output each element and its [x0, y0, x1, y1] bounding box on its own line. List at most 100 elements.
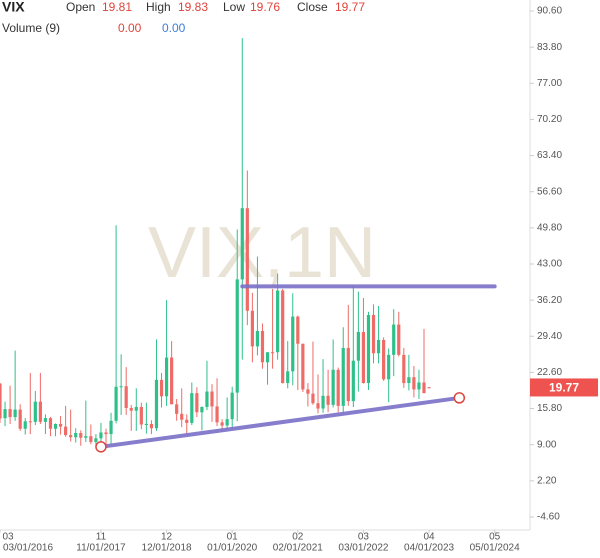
candle-body — [69, 435, 73, 438]
candle-body — [220, 422, 224, 426]
x-date-label: 01/01/2020 — [207, 543, 257, 554]
candle-body — [225, 419, 229, 426]
candle-body — [154, 379, 159, 429]
candle-body — [427, 387, 431, 389]
candle-body — [8, 409, 12, 418]
candle-body — [119, 386, 123, 388]
candle-body — [0, 383, 2, 419]
trendline-endpoint — [95, 441, 107, 453]
candle-body — [210, 391, 214, 407]
candle-body — [351, 360, 355, 402]
x-tick-label: 03 — [2, 532, 14, 543]
candle-body — [205, 391, 209, 407]
candle-body — [281, 290, 285, 384]
candle-body — [33, 401, 37, 422]
candle-body — [407, 377, 411, 384]
candle-body — [58, 423, 63, 427]
y-tick-label: -4.60 — [537, 512, 560, 523]
candle-body — [230, 392, 234, 420]
y-tick-label: 2.20 — [537, 475, 557, 486]
candle-body — [296, 316, 300, 344]
volume-value: 0.00 — [162, 21, 186, 35]
candle-body — [190, 393, 194, 423]
candle-body — [149, 423, 154, 429]
candle-body — [235, 279, 239, 393]
price-tag — [530, 378, 598, 397]
candle-body — [38, 401, 42, 422]
high-label: High — [146, 0, 171, 14]
candle-body — [397, 324, 401, 355]
candle-body — [321, 395, 325, 409]
y-tick-label: 90.60 — [537, 6, 562, 17]
candle-body — [84, 436, 88, 438]
candle-body — [382, 339, 386, 380]
y-tick-label: 63.40 — [537, 150, 562, 161]
candle-body — [402, 354, 406, 384]
candle-body — [331, 369, 335, 405]
candle-body — [376, 339, 381, 354]
close-value: 19.77 — [335, 0, 365, 14]
candle-body — [366, 315, 371, 384]
y-tick-label: 56.60 — [537, 186, 562, 197]
candle-body — [18, 409, 22, 429]
candle-body — [109, 420, 113, 435]
close-label: Close — [297, 0, 328, 14]
y-tick-label: 9.00 — [537, 439, 557, 450]
trendline-endpoint — [453, 392, 466, 404]
candle-body — [23, 421, 27, 429]
candle-body — [336, 369, 340, 406]
candle-body — [175, 404, 179, 414]
candle-body — [341, 347, 345, 406]
candle-body — [326, 395, 330, 405]
candle-body — [3, 409, 7, 419]
candle-body — [129, 408, 133, 411]
candle-body — [79, 433, 83, 438]
symbol: VIX — [2, 0, 25, 15]
y-tick-label: 36.20 — [537, 295, 562, 306]
candle-body — [134, 406, 138, 411]
candle-body — [13, 409, 17, 418]
candle-body — [260, 330, 265, 363]
candle-body — [200, 406, 204, 413]
x-date-label: 05/01/2024 — [470, 543, 520, 554]
x-tick-label: 12 — [161, 532, 173, 543]
candle-body — [104, 432, 108, 435]
x-date-label: 11/01/2017 — [76, 543, 126, 554]
candle-body — [185, 419, 189, 423]
candle-body — [28, 421, 32, 423]
x-date-label: 03/01/2022 — [338, 543, 388, 554]
candle-body — [245, 208, 249, 311]
candle-body — [215, 406, 219, 423]
candle-body — [139, 406, 143, 425]
candle-body — [64, 426, 68, 436]
candle-body — [286, 371, 290, 384]
candle-body — [240, 208, 244, 280]
low-label: Low — [223, 0, 245, 14]
high-value: 19.83 — [178, 0, 208, 14]
open-label: Open — [66, 0, 95, 14]
open-value: 19.81 — [102, 0, 132, 14]
candle-body — [417, 382, 421, 390]
candle-body — [422, 382, 426, 394]
candle-body — [99, 432, 103, 439]
x-tick-label: 04 — [423, 532, 435, 543]
candle-body — [124, 386, 128, 409]
candle-body — [94, 438, 98, 443]
candle-body — [306, 389, 310, 394]
candle-body — [255, 330, 260, 347]
x-tick-label: 02 — [292, 532, 304, 543]
y-tick-label: 15.80 — [537, 403, 562, 414]
candle-body — [265, 352, 270, 363]
candle-body — [356, 332, 360, 361]
x-date-label: 12/01/2018 — [142, 543, 192, 554]
x-tick-label: 01 — [227, 532, 239, 543]
candle-body — [164, 357, 169, 397]
candle-body — [43, 418, 48, 422]
x-date-label: 04/01/2023 — [404, 543, 454, 554]
candle-body — [392, 324, 396, 355]
candle-body — [53, 423, 58, 429]
candle-body — [387, 354, 391, 380]
candle-body — [195, 393, 199, 413]
candle-body — [48, 418, 53, 429]
